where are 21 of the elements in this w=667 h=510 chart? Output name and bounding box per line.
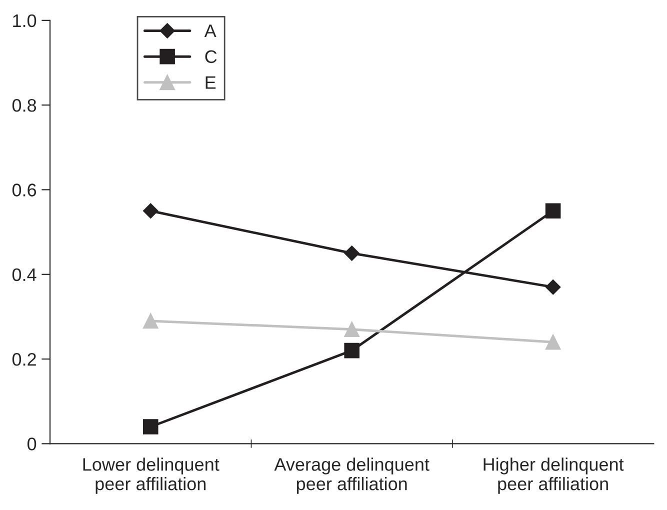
- y-tick-label: 0: [27, 438, 36, 450]
- point: [142, 419, 158, 434]
- point: [545, 334, 561, 350]
- point: [545, 280, 561, 295]
- point: [143, 203, 158, 218]
- y-tick-label: 0.8: [12, 98, 36, 112]
- legend-label: C: [205, 50, 217, 64]
- legend-label: A: [204, 24, 216, 38]
- x-tick-label: Lower delinquent peer affiliation: [83, 458, 220, 494]
- y-tick-label: 0.6: [12, 184, 36, 196]
- point: [344, 322, 360, 338]
- point: [545, 203, 561, 219]
- point: [344, 342, 360, 358]
- legend-label: E: [206, 76, 216, 89]
- x-tick-label: Higher delinquent peer affiliation: [484, 458, 624, 494]
- y-tick-label: 1.0: [13, 14, 36, 28]
- point: [344, 246, 360, 261]
- x-tick-label: Average delinquent peer affiliation: [274, 458, 430, 494]
- point: [142, 313, 158, 329]
- y-tick-label: 0.2: [12, 352, 36, 366]
- y-tick-label: 0.4: [12, 268, 36, 282]
